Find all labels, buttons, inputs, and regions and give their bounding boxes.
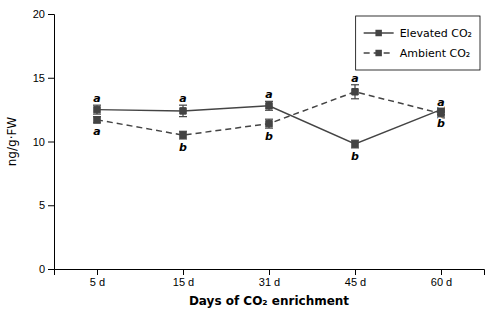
error-bar-cap (265, 128, 273, 129)
y-axis-title: ng/g·FW (5, 117, 19, 167)
series (93, 101, 445, 148)
error-bar (351, 140, 359, 148)
tick-label: 45 d (345, 276, 366, 288)
error-bar-cap (93, 113, 101, 114)
error-bar (93, 117, 101, 123)
marker (94, 106, 100, 112)
error-bar-cap (351, 98, 359, 99)
error-bar (179, 131, 187, 139)
legend-item: Ambient CO₂ (364, 47, 471, 60)
marker (266, 120, 272, 126)
legend-item: Elevated CO₂ (364, 27, 472, 40)
tick-label: 5 (39, 199, 45, 211)
marker (352, 89, 358, 95)
annotation: a (437, 96, 444, 109)
marker (94, 117, 100, 123)
marks (93, 85, 445, 148)
tick-label: 31 d (259, 276, 280, 288)
annotation: a (351, 72, 358, 85)
tick: 20 (33, 8, 54, 20)
tick: 31 d (259, 269, 280, 288)
legend-box (356, 16, 480, 70)
annotations: aaabbabbaa (93, 72, 445, 163)
axis-line (48, 15, 55, 270)
annotation: b (179, 141, 187, 154)
tick-label: 20 (33, 8, 45, 20)
chart: 051015205 d15 d31 d45 d60 daaabbabbaaEle… (0, 0, 500, 315)
tick-mark (441, 269, 442, 275)
tick-mark (48, 14, 54, 15)
marker (180, 132, 186, 138)
y-axis: 0 5 10 15 20 (33, 8, 55, 275)
legend-marker (375, 30, 381, 36)
tick: 60 d (431, 269, 452, 288)
line (97, 106, 441, 144)
tick: 5 (39, 199, 54, 211)
tick: 45 d (345, 269, 366, 288)
plot: 051015205 d15 d31 d45 d60 daaabbabbaaEle… (33, 8, 485, 288)
legend-label: Elevated CO₂ (400, 27, 472, 40)
annotation: a (265, 88, 272, 101)
tick-mark (97, 269, 98, 275)
tick-mark (355, 269, 356, 275)
tick-mark (269, 269, 270, 275)
error-bar-cap (179, 116, 187, 117)
tick-mark (48, 269, 54, 270)
annotation: a (93, 92, 100, 105)
annotation: b (437, 117, 445, 130)
error-bar (93, 105, 101, 114)
error-bar (265, 101, 273, 110)
axis-line (55, 270, 485, 276)
tick-mark (48, 78, 54, 79)
tick-mark (48, 205, 54, 206)
error-bar (351, 85, 359, 99)
legend: Elevated CO₂ Ambient CO₂ (356, 16, 480, 70)
marker (352, 141, 358, 147)
tick-label: 60 d (431, 276, 452, 288)
tick: 15 (33, 72, 54, 84)
error-bar (179, 105, 187, 116)
x-axis: 5 d 15 d 31 d 45 d 60 d (55, 269, 485, 288)
tick: 15 d (173, 269, 194, 288)
x-axis-title: Days of CO₂ enrichment (189, 294, 349, 308)
tick-mark (48, 142, 54, 143)
marker (266, 103, 272, 109)
annotation: b (265, 130, 273, 143)
tick-label: 5 d (90, 276, 105, 288)
tick-label: 0 (39, 263, 45, 275)
legend-marker (375, 50, 381, 56)
tick-label: 15 (33, 72, 45, 84)
tick: 0 (39, 263, 54, 275)
marker (180, 108, 186, 114)
annotation: b (351, 150, 359, 163)
annotation: a (179, 92, 186, 105)
tick-label: 10 (33, 136, 45, 148)
tick: 10 (33, 136, 54, 148)
tick: 5 d (90, 269, 105, 288)
error-bar-cap (265, 110, 273, 111)
tick-mark (183, 269, 184, 275)
error-bar (265, 119, 273, 128)
annotation: a (93, 125, 100, 138)
legend-label: Ambient CO₂ (400, 47, 471, 60)
error-bar-cap (265, 119, 273, 120)
tick-label: 15 d (173, 276, 194, 288)
